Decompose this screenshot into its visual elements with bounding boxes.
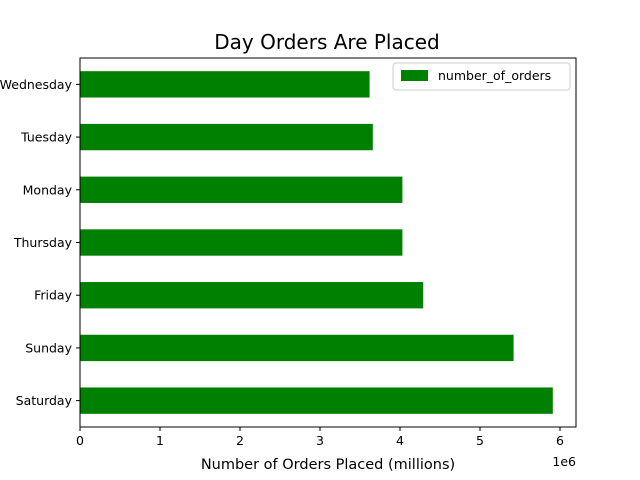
y-tick-label: Saturday <box>16 393 73 408</box>
x-tick-label: 3 <box>316 433 324 448</box>
x-axis-offset-label: 1e6 <box>552 454 576 469</box>
y-tick-label: Sunday <box>25 340 72 355</box>
x-tick-label: 2 <box>236 433 244 448</box>
bars-group <box>80 71 553 414</box>
x-tick-label: 6 <box>556 433 564 448</box>
chart-title: Day Orders Are Placed <box>214 30 439 54</box>
bar-tuesday <box>80 123 373 151</box>
x-tick-label: 1 <box>156 433 164 448</box>
y-tick-label: Monday <box>23 182 73 197</box>
legend-label: number_of_orders <box>438 68 551 83</box>
x-axis-label: Number of Orders Placed (millions) <box>201 457 455 473</box>
x-tick-label: 0 <box>76 433 84 448</box>
legend: number_of_orders <box>392 62 571 91</box>
bar-sunday <box>80 334 514 362</box>
bar-friday <box>80 282 424 309</box>
plot-area-frame <box>79 57 577 428</box>
bar-monday <box>80 176 403 203</box>
bar-thursday <box>80 229 403 256</box>
x-axis-ticks: 0 1 2 3 4 5 6 <box>76 427 564 448</box>
x-tick-label: 4 <box>396 433 404 448</box>
y-tick-label: Tuesday <box>20 130 72 145</box>
legend-swatch <box>401 70 428 81</box>
y-tick-label: Thursday <box>13 235 73 250</box>
legend-box <box>392 62 571 91</box>
x-tick-label: 5 <box>476 433 484 448</box>
bar-wednesday <box>80 71 370 98</box>
y-tick-label: Friday <box>34 288 72 303</box>
bar-saturday <box>80 387 553 414</box>
y-tick-label: Wednesday <box>0 77 73 92</box>
y-axis-ticks: Saturday Sunday Friday Thursday Monday Tuesda… <box>0 77 80 408</box>
